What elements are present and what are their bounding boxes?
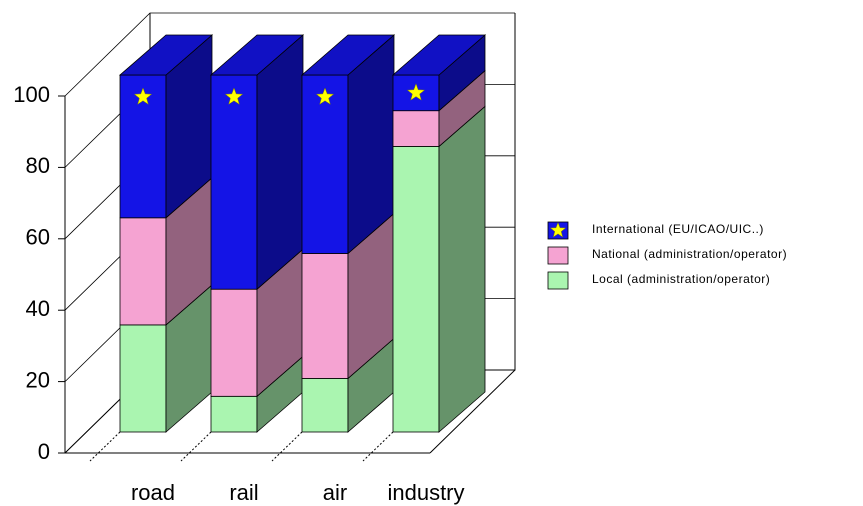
y-tick-label: 60: [26, 225, 50, 250]
legend-label: National (administration/operator): [592, 247, 787, 261]
bar-top: [209, 34, 305, 76]
legend-swatch: [547, 246, 569, 265]
legend-star: [549, 221, 567, 238]
floor-line: [362, 431, 394, 462]
floor-line: [89, 431, 121, 462]
y-tick-label: 0: [38, 439, 50, 464]
x-tick-label: air: [323, 480, 347, 505]
bar-front: [392, 145, 440, 433]
x-tick-label: road: [131, 480, 175, 505]
legend-swatch: [547, 271, 569, 290]
bar-front: [301, 253, 349, 379]
bar-front: [210, 74, 258, 290]
bar-side: [256, 34, 304, 291]
bar-front: [301, 74, 349, 254]
star-marker: [315, 87, 335, 105]
star-marker: [224, 87, 244, 105]
floor-line: [271, 431, 303, 462]
bar-front: [210, 288, 258, 397]
star-marker: [133, 87, 153, 105]
bar-top: [391, 34, 487, 76]
bar-side: [438, 105, 486, 433]
legend-label: International (EU/ICAO/UIC..): [592, 222, 764, 236]
y-tick-label: 100: [13, 82, 50, 107]
bar-top: [118, 34, 214, 76]
star-marker: [406, 83, 426, 101]
bar-top: [300, 34, 396, 76]
y-tick-label: 40: [26, 296, 50, 321]
bar-front: [119, 217, 167, 326]
bar-front: [301, 378, 349, 433]
bar-front: [210, 395, 258, 433]
y-tick-label: 20: [26, 367, 50, 392]
bar-front: [392, 110, 440, 147]
floor-line: [180, 431, 212, 462]
bar-front: [119, 324, 167, 433]
legend-label: Local (administration/operator): [592, 272, 770, 286]
x-tick-label: industry: [387, 480, 464, 505]
grid-line: [64, 12, 515, 97]
x-tick-label: rail: [229, 480, 258, 505]
y-tick-label: 80: [26, 153, 50, 178]
floor-edge: [429, 369, 516, 454]
